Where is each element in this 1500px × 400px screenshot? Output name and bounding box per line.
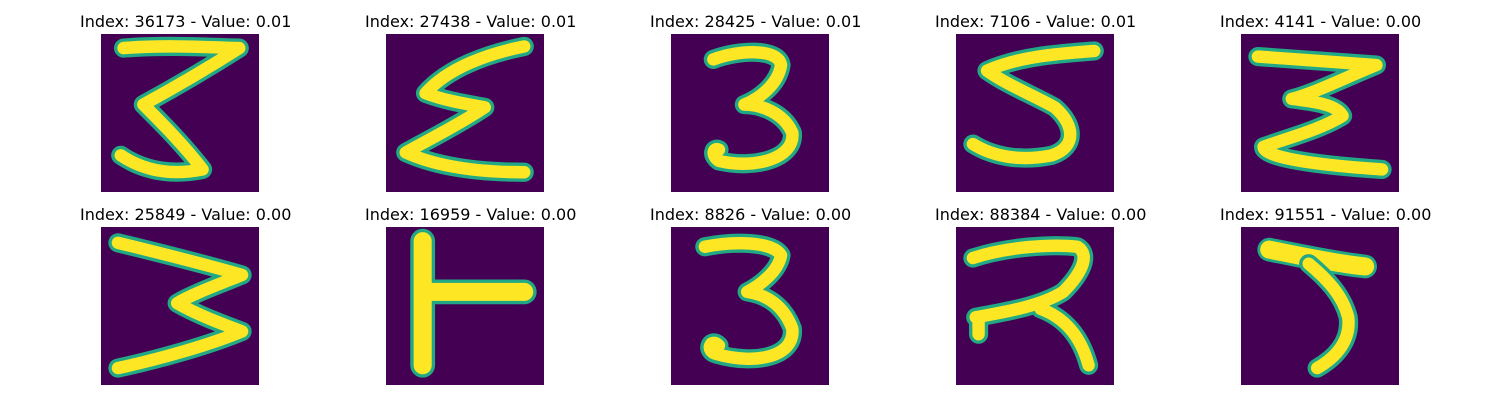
digit-image (386, 34, 544, 192)
panel-title: Index: 7106 - Value: 0.01 (935, 12, 1137, 31)
panel-title: Index: 28425 - Value: 0.01 (650, 12, 862, 31)
digit-image (1241, 34, 1399, 192)
panel-title: Index: 36173 - Value: 0.01 (80, 12, 292, 31)
digit-image (1241, 227, 1399, 385)
digit-image (101, 34, 259, 192)
digit-image (101, 227, 259, 385)
digit-image (956, 227, 1114, 385)
digit-image (386, 227, 544, 385)
panel-title: Index: 88384 - Value: 0.00 (935, 205, 1147, 224)
panel-title: Index: 16959 - Value: 0.00 (365, 205, 577, 224)
panel-title: Index: 91551 - Value: 0.00 (1220, 205, 1432, 224)
panel-title: Index: 25849 - Value: 0.00 (80, 205, 292, 224)
panel-title: Index: 27438 - Value: 0.01 (365, 12, 577, 31)
digit-image (956, 34, 1114, 192)
digit-image (671, 227, 829, 385)
digit-image (671, 34, 829, 192)
panel-title: Index: 8826 - Value: 0.00 (650, 205, 852, 224)
panel-title: Index: 4141 - Value: 0.00 (1220, 12, 1422, 31)
